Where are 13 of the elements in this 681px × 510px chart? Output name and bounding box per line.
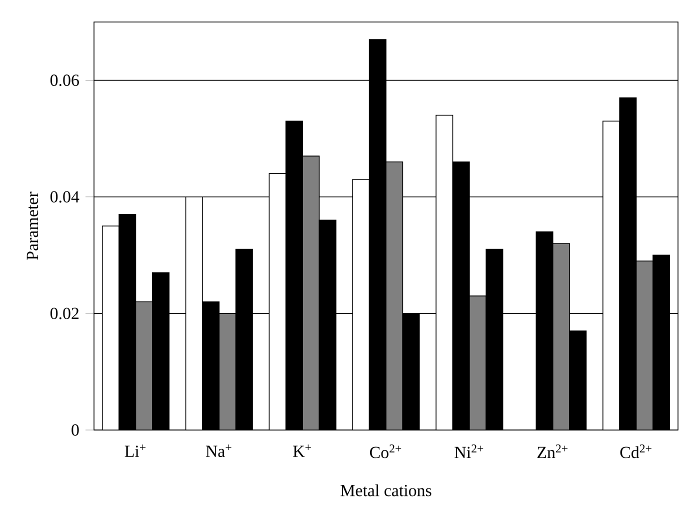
x-tick-label: Na$^{+}$ — [206, 444, 232, 458]
x-tick-label: K$^{+}$ — [293, 444, 311, 457]
x-tick-label: Ni$^{2+}$ — [454, 444, 484, 458]
x-tick-label: Cd$^{2+}$ — [620, 444, 652, 458]
x-tick-label: Co$^{2+}$ — [370, 444, 402, 458]
x-tick-label: Li$^{+}$ — [124, 444, 146, 457]
y-tick-label: 0.02 — [50, 308, 79, 320]
y-axis-title: Parameter — [26, 192, 38, 260]
x-axis-title: Metal cations — [340, 484, 432, 496]
y-tick-label: 0.04 — [50, 191, 80, 203]
y-tick-label: 0 — [72, 424, 79, 436]
x-tick-label: Zn$^{2+}$ — [537, 444, 568, 458]
y-tick-label: 0.06 — [50, 74, 79, 86]
